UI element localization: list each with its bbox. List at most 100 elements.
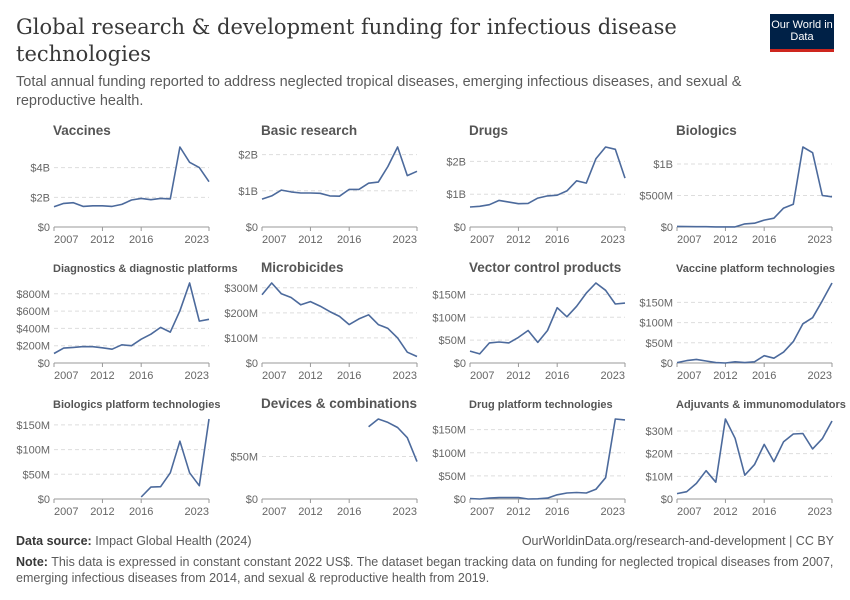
- data-point: [811, 447, 815, 451]
- data-point: [723, 417, 727, 421]
- y-tick-label: $150M: [639, 297, 673, 309]
- x-tick-label: 2012: [713, 370, 737, 382]
- data-point: [159, 325, 163, 329]
- x-tick-label: 2016: [752, 234, 776, 246]
- x-tick-label: 2007: [677, 506, 701, 518]
- data-point: [623, 418, 627, 422]
- data-point: [308, 191, 312, 195]
- data-point: [791, 432, 795, 436]
- y-tick-label: $100M: [639, 318, 673, 330]
- source-text[interactable]: Impact Global Health (2024): [95, 534, 252, 548]
- data-point: [830, 419, 834, 423]
- data-point: [207, 180, 211, 184]
- data-point: [526, 497, 530, 501]
- x-tick-label: 2023: [185, 234, 209, 246]
- y-tick-label: $0: [38, 222, 50, 234]
- x-tick-label: 2012: [90, 370, 114, 382]
- series-line: [53, 282, 210, 355]
- data-point: [81, 204, 85, 208]
- data-point: [270, 281, 274, 285]
- x-tick-label: 2007: [54, 234, 78, 246]
- data-point: [468, 205, 472, 209]
- x-tick-label: 2023: [601, 506, 625, 518]
- series-line: [261, 282, 418, 358]
- y-tick-label: $150M: [432, 289, 466, 301]
- panel-title: Vaccine platform technologies: [676, 263, 835, 275]
- x-tick-label: 2007: [262, 370, 286, 382]
- data-point: [575, 304, 579, 308]
- data-point: [347, 187, 351, 191]
- data-point: [811, 316, 815, 320]
- data-point: [575, 491, 579, 495]
- data-point: [168, 197, 172, 201]
- y-tick-label: $0: [661, 494, 673, 506]
- owid-logo[interactable]: Our World in Data: [770, 14, 834, 52]
- data-point: [762, 354, 766, 358]
- data-point: [62, 201, 66, 205]
- y-tick-label: $1B: [653, 159, 673, 171]
- panel-vaccines: Vaccines $0 $2B $4B 2007 2012 2016 2023: [30, 123, 211, 246]
- data-point: [207, 417, 211, 421]
- data-point: [623, 301, 627, 305]
- data-point: [507, 341, 511, 345]
- x-tick-label: 2023: [393, 370, 417, 382]
- y-tick-label: $150M: [432, 425, 466, 437]
- x-tick-label: 2023: [808, 370, 832, 382]
- data-point: [396, 426, 400, 430]
- data-point: [415, 460, 419, 464]
- data-point: [526, 329, 530, 333]
- data-point: [762, 442, 766, 446]
- data-point: [555, 306, 559, 310]
- data-point: [188, 160, 192, 164]
- data-point: [299, 191, 303, 195]
- data-point: [168, 330, 172, 334]
- data-point: [100, 204, 104, 208]
- data-source: Data source: Impact Global Health (2024): [16, 534, 252, 548]
- y-tick-label: $20M: [645, 449, 673, 461]
- x-tick-label: 2016: [545, 234, 569, 246]
- data-point: [830, 281, 834, 285]
- data-point: [376, 417, 380, 421]
- series-line: [676, 146, 833, 228]
- y-tick-label: $50M: [230, 451, 258, 463]
- x-tick-label: 2012: [506, 370, 530, 382]
- panel-vector-control-products: Vector control products $0 $50M $100M $150M 2…: [432, 260, 627, 382]
- data-point: [613, 302, 617, 306]
- panel-title: Drug platform technologies: [469, 399, 613, 411]
- x-tick-label: 2012: [90, 234, 114, 246]
- data-point: [376, 180, 380, 184]
- series-line: [53, 146, 210, 208]
- data-point: [130, 198, 134, 202]
- data-point: [565, 491, 569, 495]
- data-point: [120, 343, 124, 347]
- data-point: [308, 300, 312, 304]
- data-point: [791, 340, 795, 344]
- data-point: [772, 460, 776, 464]
- panel-title: Microbicides: [261, 260, 344, 275]
- source-url[interactable]: OurWorldinData.org/research-and-developm…: [521, 534, 834, 548]
- data-point: [328, 310, 332, 314]
- data-point: [694, 481, 698, 485]
- data-point: [120, 202, 124, 206]
- x-tick-label: 2007: [470, 370, 494, 382]
- panel-title: Diagnostics & diagnostic platforms: [53, 263, 238, 275]
- y-tick-label: $4B: [30, 163, 50, 175]
- data-point: [604, 145, 608, 149]
- data-point: [772, 216, 776, 220]
- data-point: [516, 496, 520, 500]
- data-point: [604, 476, 608, 480]
- x-tick-label: 2007: [54, 506, 78, 518]
- y-tick-label: $0: [38, 358, 50, 370]
- y-tick-label: $0: [454, 494, 466, 506]
- data-point: [497, 340, 501, 344]
- panel-vaccine-platform-technologies: Vaccine platform technologies $0 $50M $100M…: [639, 263, 835, 382]
- data-point: [328, 194, 332, 198]
- data-point: [415, 169, 419, 173]
- data-point: [497, 496, 501, 500]
- data-point: [762, 218, 766, 222]
- data-point: [299, 303, 303, 307]
- y-tick-label: $600M: [16, 306, 50, 318]
- panel-microbicides: Microbicides $0 $100M $200M $300M 2007 2012 201…: [224, 260, 418, 382]
- data-point: [386, 420, 390, 424]
- y-tick-label: $200M: [16, 341, 50, 353]
